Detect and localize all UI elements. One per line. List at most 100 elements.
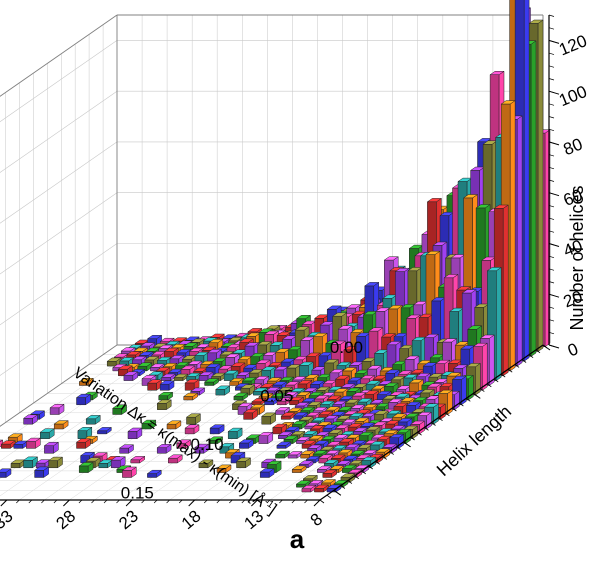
bar	[75, 438, 92, 449]
bar-face-top	[423, 333, 440, 338]
bar	[175, 439, 192, 449]
bar-face-front	[229, 381, 239, 386]
bar-face-top	[350, 404, 366, 409]
bar-face-top	[475, 204, 491, 209]
bar-face-top	[313, 314, 330, 319]
bar	[13, 440, 29, 449]
bar-face-top	[354, 417, 370, 422]
bar-face-top	[337, 449, 353, 454]
bar	[156, 443, 172, 454]
bar-face-top	[145, 347, 161, 352]
bar-face-top	[326, 395, 342, 400]
bar-face-top	[235, 457, 252, 462]
x-minor-tick	[333, 489, 339, 494]
bar-face-top	[337, 325, 353, 330]
y-minor-tick	[78, 499, 83, 504]
bar-face-top	[294, 402, 310, 407]
grid-line	[0, 141, 118, 224]
bar-face-top	[334, 424, 351, 429]
bar-face-front	[76, 441, 86, 449]
y-tick-label: 8	[307, 509, 326, 530]
bar-face-front	[227, 431, 238, 439]
bar-face-top	[425, 250, 441, 255]
bar-face-top	[299, 336, 316, 341]
bar-face-top	[381, 443, 398, 448]
bar-face-top	[336, 460, 352, 465]
bar-face-top	[305, 412, 321, 417]
bar-face-top	[443, 274, 459, 279]
bar-face-top	[230, 451, 246, 456]
y-minor-tick	[66, 499, 70, 504]
bar	[209, 424, 225, 435]
bar-face-front	[49, 407, 60, 415]
bar-face-top	[263, 330, 280, 335]
z-minor-tick	[548, 52, 555, 55]
bar-face-top	[276, 397, 292, 402]
bar-face-top	[156, 399, 172, 404]
bar-face-top	[291, 376, 308, 381]
bar	[77, 426, 93, 440]
bar-face-top	[121, 466, 138, 471]
bar-face-top	[113, 353, 129, 358]
bar-face-front	[209, 427, 220, 435]
bar-face-top	[295, 391, 312, 396]
bar-face-top	[299, 406, 316, 411]
bar	[341, 464, 357, 474]
y-minor-tick	[28, 499, 33, 504]
bar-face-top	[244, 342, 260, 347]
bar	[111, 404, 128, 415]
bar-face-top	[228, 378, 245, 382]
z-minor-tick	[548, 116, 555, 119]
bar-face-top	[141, 419, 157, 424]
bar-face-top	[47, 456, 64, 461]
bar-face-top	[118, 444, 135, 449]
bar-face-top	[190, 338, 206, 343]
bar-face-top	[395, 428, 412, 433]
bar-face-front	[204, 381, 214, 386]
bar-face-top	[373, 410, 390, 415]
grid-line	[0, 192, 118, 275]
bar-face-top	[305, 352, 321, 357]
bar	[287, 451, 303, 459]
z-minor-tick	[548, 128, 555, 132]
bar-face-top	[369, 441, 385, 446]
bar-face-top	[298, 416, 314, 421]
bar-face-top	[451, 375, 468, 380]
bar-face-top	[249, 353, 266, 357]
bar-face-front	[130, 459, 140, 464]
bar	[260, 412, 277, 425]
bar-face-front	[26, 441, 36, 449]
bar-face-top	[482, 140, 498, 145]
x-tick-label: 0.00	[330, 338, 363, 357]
bar-face-top	[341, 367, 358, 372]
bar-face-top	[0, 440, 16, 445]
bar-face-top	[345, 304, 362, 309]
bar-face-top	[473, 303, 490, 308]
bar-face-top	[175, 439, 192, 444]
bar-face-top	[338, 395, 355, 400]
grid-line	[0, 293, 118, 376]
z-minor-tick	[548, 14, 555, 17]
bar-face-side	[537, 19, 544, 352]
bar-face-top	[160, 373, 177, 378]
bar-face-top	[207, 436, 224, 441]
z-tick-label: 0	[565, 339, 581, 360]
bar-face-top	[433, 378, 449, 383]
bar-face-top	[439, 382, 455, 387]
bar-face-top	[316, 465, 332, 470]
x-minor-tick	[340, 485, 346, 489]
bar-face-top	[146, 469, 163, 474]
bar-face-top	[33, 466, 50, 471]
z-minor-tick	[548, 281, 555, 284]
bar-face-front	[34, 470, 44, 478]
bar-face-top	[372, 375, 388, 380]
bar-face-top	[233, 392, 249, 397]
grid-line	[0, 243, 118, 326]
bar-face-top	[330, 340, 347, 345]
y-minor-tick	[41, 499, 45, 504]
bar-face-top	[149, 363, 166, 368]
bar-face-top	[75, 438, 92, 443]
bar	[242, 408, 259, 420]
bar-face-top	[333, 388, 349, 393]
bar-face-top	[287, 407, 303, 412]
